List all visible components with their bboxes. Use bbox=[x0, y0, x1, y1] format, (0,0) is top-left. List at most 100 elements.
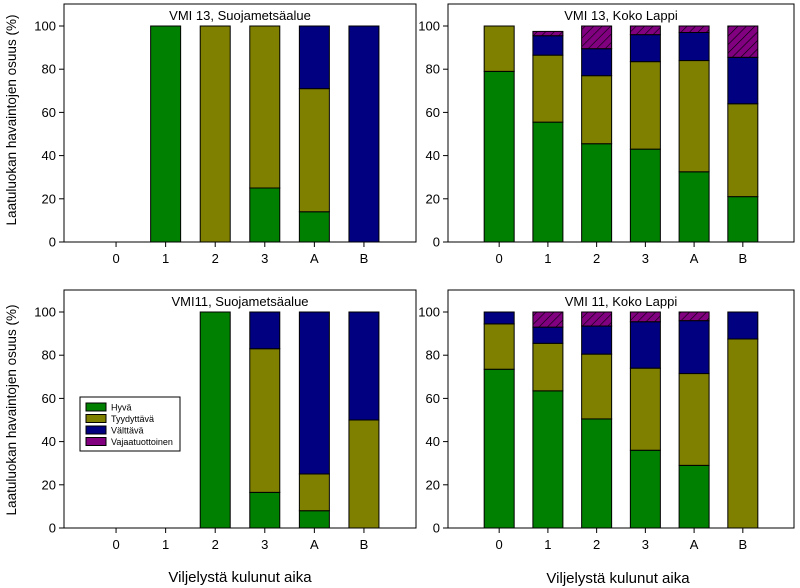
x-tick-label: 1 bbox=[544, 251, 551, 266]
bar-segment-tyydyttävä-3 bbox=[629, 61, 661, 150]
bar-segment-tyydyttävä-3 bbox=[249, 348, 281, 493]
bar-segment-välttävä-a bbox=[678, 31, 710, 62]
y-tick-label: 40 bbox=[42, 434, 56, 449]
bar-segment-tyydyttävä-0 bbox=[483, 25, 515, 72]
bar-segment-tyydyttävä-b bbox=[727, 338, 759, 529]
bar-segment-vajaatuottoinen-3 bbox=[629, 311, 661, 323]
x-tick-label: B bbox=[738, 251, 747, 266]
legend-label: Vajaatuottoinen bbox=[111, 437, 173, 447]
y-tick-label: 100 bbox=[34, 19, 56, 34]
bar-segment-välttävä-a bbox=[298, 25, 330, 90]
y-tick-label: 20 bbox=[426, 477, 440, 492]
y-axis-label-lower: Laatuluokan havaintojen osuus (%) bbox=[4, 305, 19, 516]
bar-segment-välttävä-b bbox=[727, 56, 759, 105]
x-tick-label: A bbox=[690, 251, 699, 266]
plot-frame bbox=[447, 289, 795, 529]
bar-segment-välttävä-3 bbox=[629, 321, 661, 369]
bar-segment-välttävä-3 bbox=[629, 34, 661, 63]
bar-segment-välttävä-3 bbox=[249, 311, 281, 350]
y-tick-label: 0 bbox=[49, 235, 56, 250]
y-tick-label: 60 bbox=[42, 391, 56, 406]
y-tick-label: 20 bbox=[42, 191, 56, 206]
bar-segment-hyvä-a bbox=[298, 510, 330, 529]
y-tick-label: 60 bbox=[426, 105, 440, 120]
bar-segment-hyvä-3 bbox=[629, 449, 661, 529]
bar-segment-tyydyttävä-2 bbox=[581, 353, 613, 420]
x-tick-label: A bbox=[690, 537, 699, 552]
bar-segment-välttävä-b bbox=[348, 25, 380, 243]
y-axis-label: Laatuluokan havaintojen osuus (%) bbox=[4, 15, 19, 226]
legend-swatch bbox=[85, 425, 107, 435]
bar-segment-vajaatuottoinen-a bbox=[678, 311, 710, 322]
bar-segment-vajaatuottoinen-1 bbox=[532, 30, 564, 37]
chart-panel-2: VMI 13, Koko Lappi 0 20 40 60 80 100 0 1 2 3 A B bbox=[418, 3, 795, 266]
legend-swatch bbox=[85, 402, 107, 412]
legend-label: Tyydyttävä bbox=[111, 414, 154, 424]
x-tick-label: 3 bbox=[261, 251, 268, 266]
x-tick-label: 2 bbox=[593, 251, 600, 266]
x-tick-label: 0 bbox=[496, 537, 503, 552]
y-tick-label: 80 bbox=[42, 62, 56, 77]
x-tick-label: 2 bbox=[212, 537, 219, 552]
bar-segment-hyvä-0 bbox=[483, 368, 515, 529]
x-tick-label: 2 bbox=[212, 251, 219, 266]
x-tick-label: B bbox=[360, 537, 369, 552]
plot-frame bbox=[447, 3, 795, 243]
x-tick-label: B bbox=[360, 251, 369, 266]
bar-segment-vajaatuottoinen-1 bbox=[532, 311, 564, 328]
bar-segment-tyydyttävä-0 bbox=[483, 323, 515, 370]
bar-segment-hyvä-b bbox=[727, 196, 759, 243]
y-tick-label: 80 bbox=[426, 62, 440, 77]
bar-segment-vajaatuottoinen-b bbox=[727, 25, 759, 58]
chart-panel-1: VMI 13, Suojametsäalue 0 20 40 60 80 100 0 1 2 3 A B bbox=[34, 3, 417, 266]
bar-segment-vajaatuottoinen-a bbox=[678, 25, 710, 33]
y-tick-label: 40 bbox=[42, 148, 56, 163]
legend-label: Välttävä bbox=[111, 426, 144, 436]
bar-segment-tyydyttävä-b bbox=[348, 419, 380, 529]
x-tick-label: B bbox=[738, 537, 747, 552]
x-tick-label: A bbox=[310, 537, 319, 552]
bar-segment-hyvä-2 bbox=[581, 143, 613, 243]
chart-panel-4: VMI 11, Koko Lappi 0 20 40 60 80 100 0 1 2 3 A B bbox=[418, 289, 795, 552]
x-tick-label: 2 bbox=[593, 537, 600, 552]
x-tick-label: 1 bbox=[162, 251, 169, 266]
bar-segment-tyydyttävä-a bbox=[298, 473, 330, 512]
y-tick-label: 100 bbox=[418, 305, 440, 320]
y-tick-label: 80 bbox=[42, 348, 56, 363]
bar-segment-tyydyttävä-a bbox=[678, 373, 710, 466]
chart-title: VMI11, Suojametsäalue bbox=[171, 294, 308, 309]
bar-segment-vajaatuottoinen-3 bbox=[629, 25, 661, 36]
bar-segment-välttävä-b bbox=[727, 311, 759, 340]
y-tick-label: 40 bbox=[426, 434, 440, 449]
y-tick-label: 100 bbox=[418, 19, 440, 34]
bar-segment-hyvä-1 bbox=[532, 121, 564, 243]
y-tick-label: 0 bbox=[433, 235, 440, 250]
x-tick-label: 1 bbox=[544, 537, 551, 552]
y-tick-label: 40 bbox=[426, 148, 440, 163]
y-tick-label: 100 bbox=[34, 305, 56, 320]
bar-segment-tyydyttävä-2 bbox=[199, 25, 231, 243]
bar-segment-hyvä-1 bbox=[150, 25, 182, 243]
bar-segment-vajaatuottoinen-2 bbox=[581, 311, 613, 327]
x-tick-label: 3 bbox=[642, 537, 649, 552]
bar-segment-hyvä-a bbox=[678, 171, 710, 243]
bar-segment-tyydyttävä-1 bbox=[532, 342, 564, 392]
bar-segment-välttävä-a bbox=[298, 311, 330, 475]
legend-label: Hyvä bbox=[111, 403, 132, 413]
plot-frame bbox=[63, 289, 417, 529]
y-tick-label: 60 bbox=[426, 391, 440, 406]
y-tick-label: 60 bbox=[42, 105, 56, 120]
bar-segment-hyvä-3 bbox=[249, 187, 281, 243]
chart-title: VMI 11, Koko Lappi bbox=[565, 294, 678, 309]
bar-segment-hyvä-3 bbox=[249, 491, 281, 529]
y-tick-label: 0 bbox=[433, 521, 440, 536]
bar-segment-tyydyttävä-a bbox=[298, 88, 330, 213]
bar-segment-vajaatuottoinen-2 bbox=[581, 25, 613, 50]
plot-frame bbox=[63, 3, 417, 243]
legend-swatch bbox=[85, 414, 107, 423]
bar-segment-tyydyttävä-2 bbox=[581, 75, 613, 145]
chart-panel-3: VMI11, Suojametsäalue 0 20 40 60 80 100 0 1 2 3 A B bbox=[34, 289, 417, 552]
bar-segment-välttävä-1 bbox=[532, 326, 564, 344]
x-axis-label-left: Viljelystä kulunut aika bbox=[168, 569, 312, 586]
